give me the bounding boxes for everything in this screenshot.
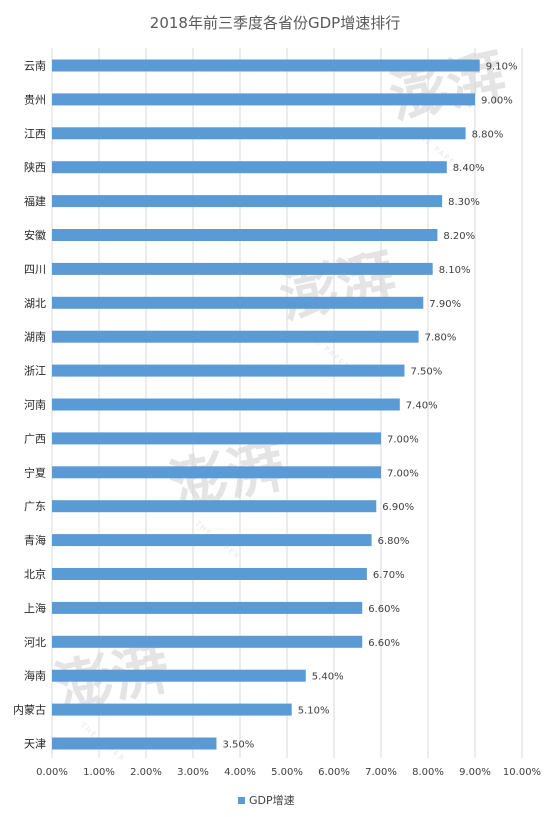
value-label: 8.40% (453, 163, 485, 174)
x-tick-label: 2.00% (130, 767, 162, 778)
watermark-logo: 澎湃 (384, 41, 512, 132)
bar (52, 534, 372, 547)
value-label: 7.80% (425, 333, 457, 344)
value-label: 6.60% (368, 604, 400, 615)
value-label: 8.80% (472, 129, 504, 140)
bar (52, 59, 480, 72)
x-tick-label: 7.00% (365, 767, 397, 778)
bar (52, 398, 400, 411)
bar (52, 601, 363, 614)
x-tick-label: 3.00% (177, 767, 209, 778)
value-label: 8.30% (448, 197, 480, 208)
bar (52, 568, 367, 580)
bar (52, 330, 419, 343)
category-label: 浙江 (24, 365, 46, 378)
value-label: 5.10% (298, 706, 330, 717)
category-label: 天津 (24, 738, 46, 751)
category-labels: 云南贵州江西陕西福建安徽四川湖北湖南浙江河南广西宁夏广东青海北京上海河北海南内蒙… (13, 60, 46, 751)
bar (52, 127, 466, 140)
category-label: 湖北 (24, 297, 46, 310)
value-label: 7.90% (429, 299, 461, 310)
value-label: 7.40% (406, 401, 438, 412)
category-label: 江西 (24, 127, 46, 140)
value-label: 6.60% (368, 638, 400, 649)
category-label: 北京 (24, 567, 46, 581)
value-label: 8.10% (439, 265, 471, 276)
bar (52, 262, 433, 275)
bar (52, 635, 363, 648)
category-label: 河南 (24, 399, 46, 412)
x-tick-label: 5.00% (271, 767, 303, 778)
x-tick-label: 9.00% (459, 767, 491, 778)
legend[interactable]: GDP增速 (238, 793, 295, 807)
value-label: 7.00% (387, 468, 419, 479)
bar (52, 737, 217, 750)
x-tick-label: 6.00% (318, 767, 350, 778)
value-label: 7.50% (411, 367, 443, 378)
bar (52, 195, 443, 208)
bar (52, 161, 447, 174)
value-label: 5.40% (312, 672, 344, 683)
value-label: 3.50% (223, 740, 255, 751)
category-label: 海南 (24, 669, 46, 683)
category-label: 云南 (24, 60, 46, 73)
bar (52, 93, 475, 106)
x-tick-label: 1.00% (83, 767, 115, 778)
x-axis-ticks: 0.00% 1.00% 2.00% 3.00% 4.00% 5.00% 6.00% 7.00%… (36, 767, 541, 778)
category-label: 河北 (24, 636, 46, 649)
category-label: 安徽 (24, 228, 46, 242)
x-tick-label: 4.00% (224, 767, 256, 778)
bars (52, 59, 480, 750)
x-tick-label: 8.00% (412, 767, 444, 778)
value-label: 6.70% (373, 570, 405, 581)
bar (52, 466, 381, 479)
value-label: 9.00% (481, 95, 513, 106)
bar (52, 432, 381, 445)
category-label: 福建 (24, 194, 46, 208)
value-label: 6.90% (382, 502, 414, 513)
bar (52, 229, 438, 241)
value-label: 6.80% (378, 536, 410, 547)
value-label: 7.00% (387, 434, 419, 445)
category-label: 上海 (24, 601, 46, 615)
category-label: 四川 (24, 263, 46, 276)
category-label: 贵州 (24, 93, 46, 106)
category-label: 广西 (24, 432, 46, 445)
category-label: 湖南 (24, 331, 46, 344)
category-label: 青海 (24, 533, 46, 547)
x-tick-label: 10.00% (503, 767, 541, 778)
chart-title: 2018年前三季度各省份GDP增速排行 (150, 14, 400, 32)
watermark-logo: 澎湃 (274, 241, 402, 332)
bar (52, 364, 405, 377)
category-label: 内蒙古 (13, 703, 46, 717)
bar (52, 669, 306, 682)
category-label: 广东 (24, 500, 46, 513)
legend-swatch (238, 797, 245, 804)
value-label: 8.20% (443, 231, 475, 242)
category-label: 宁夏 (24, 465, 46, 479)
value-label: 9.10% (486, 62, 518, 73)
bar (52, 296, 424, 309)
value-labels: 9.10% 9.00% 8.80% 8.40% 8.30% 8.20% 8.10% 7.90%… (223, 62, 518, 751)
category-label: 陕西 (24, 160, 46, 174)
legend-label: GDP增速 (249, 793, 295, 807)
bar (52, 500, 377, 513)
bar (52, 703, 292, 716)
x-tick-label: 0.00% (36, 767, 68, 778)
